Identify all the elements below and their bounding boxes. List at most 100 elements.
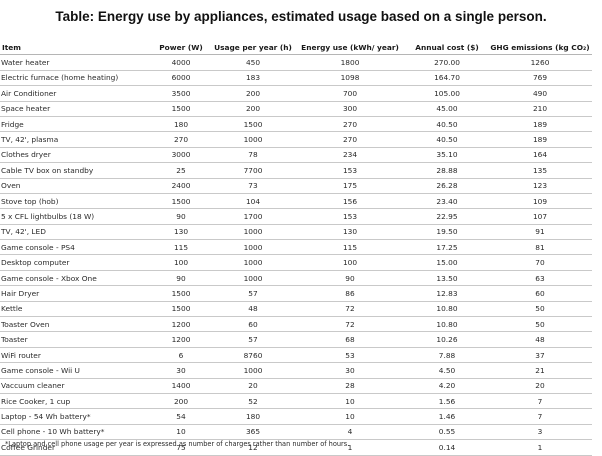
cell-ghg-emissions: 37 — [488, 347, 592, 364]
column-header-power: Power (W) — [150, 40, 212, 56]
cell-energy-use: 175 — [294, 178, 406, 194]
cell-usage: 180 — [212, 408, 294, 425]
cell-energy-use: 270 — [294, 116, 406, 133]
cell-energy-use: 234 — [294, 147, 406, 164]
cell-energy-use: 700 — [294, 85, 406, 102]
cell-ghg-emissions: 123 — [488, 178, 592, 194]
cell-usage: 1700 — [212, 208, 294, 225]
table-row: 5 x CFL lightbulbs (18 W) 90 1700 153 22.95 1… — [0, 208, 592, 225]
cell-item: Game console - Xbox One — [0, 270, 150, 287]
cell-power: 100 — [150, 254, 212, 271]
cell-annual-cost: 13.50 — [406, 270, 488, 287]
table-row: Vaccuum cleaner 1400 20 28 4.20 20 — [0, 378, 592, 394]
cell-energy-use: 10 — [294, 393, 406, 410]
cell-energy-use: 130 — [294, 224, 406, 241]
cell-item: Clothes dryer — [0, 147, 150, 164]
cell-ghg-emissions: 50 — [488, 316, 592, 333]
cell-annual-cost: 26.28 — [406, 178, 488, 194]
cell-usage: 7700 — [212, 162, 294, 179]
cell-energy-use: 156 — [294, 193, 406, 210]
cell-item: Game console - Wii U — [0, 362, 150, 379]
table-title: Table: Energy use by appliances, estimat… — [55, 9, 547, 24]
cell-item: Oven — [0, 178, 150, 194]
cell-item: Kettle — [0, 301, 150, 318]
cell-item: Laptop - 54 Wh battery* — [0, 408, 150, 425]
cell-power: 3000 — [150, 147, 212, 164]
column-header-usage: Usage per year (h) — [212, 40, 294, 56]
cell-ghg-emissions: 210 — [488, 101, 592, 117]
cell-energy-use: 300 — [294, 101, 406, 117]
cell-energy-use: 1800 — [294, 54, 406, 71]
cell-annual-cost: 0.55 — [406, 424, 488, 441]
table-row: Stove top (hob) 1500 104 156 23.40 109 — [0, 193, 592, 210]
footnote: *Laptop and cell phone usage per year is… — [5, 440, 350, 448]
cell-usage: 1000 — [212, 224, 294, 241]
cell-ghg-emissions: 63 — [488, 270, 592, 287]
cell-annual-cost: 19.50 — [406, 224, 488, 241]
cell-item: WiFi router — [0, 347, 150, 364]
table-row: Hair Dryer 1500 57 86 12.83 60 — [0, 285, 592, 302]
cell-annual-cost: 35.10 — [406, 147, 488, 164]
cell-usage: 450 — [212, 54, 294, 71]
cell-ghg-emissions: 189 — [488, 131, 592, 148]
table-row: WiFi router 6 8760 53 7.88 37 — [0, 347, 592, 364]
cell-item: Vaccuum cleaner — [0, 378, 150, 394]
cell-energy-use: 72 — [294, 301, 406, 318]
cell-power: 2400 — [150, 178, 212, 194]
cell-item: Hair Dryer — [0, 285, 150, 302]
cell-energy-use: 86 — [294, 285, 406, 302]
cell-ghg-emissions: 48 — [488, 331, 592, 348]
cell-annual-cost: 40.50 — [406, 131, 488, 148]
cell-energy-use: 100 — [294, 254, 406, 271]
cell-annual-cost: 10.80 — [406, 316, 488, 333]
cell-power: 200 — [150, 393, 212, 410]
cell-power: 90 — [150, 270, 212, 287]
table-row: Clothes dryer 3000 78 234 35.10 164 — [0, 147, 592, 164]
cell-power: 25 — [150, 162, 212, 179]
cell-energy-use: 153 — [294, 208, 406, 225]
cell-ghg-emissions: 1260 — [488, 54, 592, 71]
cell-power: 115 — [150, 239, 212, 256]
cell-power: 6 — [150, 347, 212, 364]
cell-annual-cost: 12.83 — [406, 285, 488, 302]
column-header-energy-use: Energy use (kWh/ year) — [294, 40, 406, 56]
cell-power: 54 — [150, 408, 212, 425]
cell-usage: 365 — [212, 424, 294, 441]
cell-ghg-emissions: 769 — [488, 70, 592, 87]
cell-usage: 78 — [212, 147, 294, 164]
cell-item: Electric furnace (home heating) — [0, 70, 150, 87]
cell-item: TV, 42', plasma — [0, 131, 150, 148]
cell-annual-cost: 164.70 — [406, 70, 488, 87]
cell-power: 270 — [150, 131, 212, 148]
cell-power: 10 — [150, 424, 212, 441]
cell-annual-cost: 0.14 — [406, 439, 488, 456]
cell-power: 1500 — [150, 101, 212, 117]
cell-usage: 200 — [212, 85, 294, 102]
cell-ghg-emissions: 3 — [488, 424, 592, 441]
cell-item: Game console - PS4 — [0, 239, 150, 256]
cell-annual-cost: 10.26 — [406, 331, 488, 348]
cell-energy-use: 28 — [294, 378, 406, 394]
cell-energy-use: 153 — [294, 162, 406, 179]
table-row: Game console - PS4 115 1000 115 17.25 81 — [0, 239, 592, 256]
energy-use-table: Item Power (W) Usage per year (h) Energy… — [0, 40, 592, 456]
table-row: Toaster Oven 1200 60 72 10.80 50 — [0, 316, 592, 333]
table-row: Toaster 1200 57 68 10.26 48 — [0, 331, 592, 348]
table-row: Fridge 180 1500 270 40.50 189 — [0, 116, 592, 133]
cell-usage: 20 — [212, 378, 294, 394]
cell-annual-cost: 45.00 — [406, 101, 488, 117]
cell-energy-use: 4 — [294, 424, 406, 441]
cell-annual-cost: 4.20 — [406, 378, 488, 394]
table-row: Desktop computer 100 1000 100 15.00 70 — [0, 254, 592, 271]
cell-ghg-emissions: 164 — [488, 147, 592, 164]
cell-item: Toaster — [0, 331, 150, 348]
cell-energy-use: 270 — [294, 131, 406, 148]
cell-usage: 1000 — [212, 131, 294, 148]
cell-power: 3500 — [150, 85, 212, 102]
cell-power: 4000 — [150, 54, 212, 71]
table-row: Space heater 1500 200 300 45.00 210 — [0, 101, 592, 117]
cell-item: Desktop computer — [0, 254, 150, 271]
cell-energy-use: 30 — [294, 362, 406, 379]
cell-energy-use: 115 — [294, 239, 406, 256]
cell-usage: 57 — [212, 285, 294, 302]
